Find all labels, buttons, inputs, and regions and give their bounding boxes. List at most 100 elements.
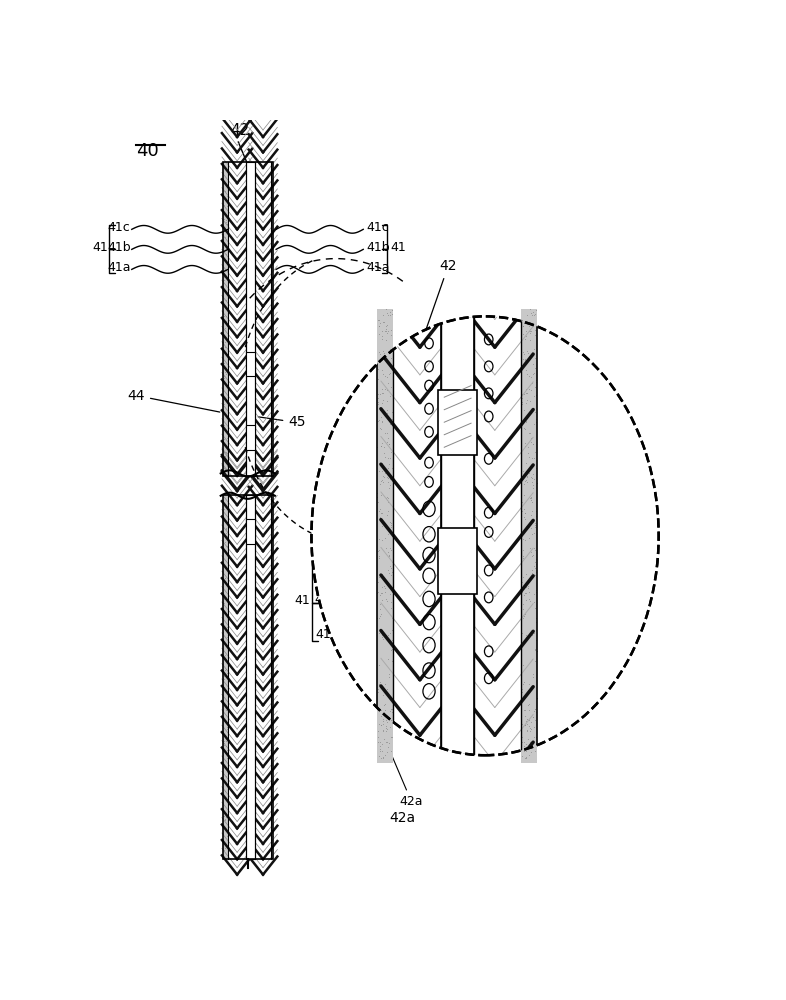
Point (218, 417, 230, 433)
Point (518, 509, 531, 525)
Point (521, 343, 534, 359)
Point (373, 610, 385, 626)
Text: 44: 44 (127, 389, 220, 412)
Point (371, 585, 384, 601)
Point (371, 361, 384, 377)
Point (220, 520, 233, 536)
Point (386, 729, 399, 745)
Point (222, 409, 234, 425)
Point (222, 770, 234, 786)
Point (516, 326, 529, 342)
Point (529, 560, 542, 576)
Point (516, 394, 528, 410)
Point (384, 416, 396, 432)
Point (380, 301, 392, 317)
Point (266, 664, 279, 680)
Point (384, 519, 397, 535)
Point (381, 434, 394, 450)
Point (384, 558, 396, 574)
Point (385, 404, 398, 420)
Point (516, 748, 529, 764)
Point (520, 328, 533, 344)
Point (529, 350, 542, 366)
Point (376, 395, 388, 411)
Point (523, 406, 536, 422)
Point (376, 392, 389, 408)
Point (384, 712, 397, 728)
Point (265, 738, 277, 754)
Point (373, 315, 386, 331)
Point (520, 722, 533, 738)
Point (217, 187, 230, 203)
Point (523, 490, 536, 506)
Point (520, 323, 532, 339)
Text: 41a: 41a (107, 261, 130, 274)
Point (217, 269, 230, 285)
Point (384, 471, 396, 487)
Point (381, 489, 394, 505)
Point (380, 369, 393, 385)
Point (265, 222, 277, 238)
Point (386, 582, 399, 598)
Point (379, 425, 391, 441)
Point (265, 557, 277, 573)
Point (373, 351, 386, 367)
Point (384, 450, 396, 466)
Point (217, 624, 230, 640)
Point (520, 362, 532, 378)
Point (528, 379, 541, 395)
Point (219, 521, 232, 537)
Point (379, 465, 391, 481)
Point (376, 413, 388, 429)
Point (524, 469, 537, 485)
Point (383, 669, 395, 685)
Point (373, 748, 385, 764)
Point (527, 356, 539, 372)
Point (523, 348, 535, 364)
Point (525, 382, 538, 398)
Point (528, 542, 541, 558)
Point (219, 840, 231, 856)
Text: 40: 40 (136, 142, 159, 160)
Point (386, 508, 399, 524)
Point (527, 365, 540, 381)
Point (522, 580, 534, 596)
Point (520, 566, 532, 582)
Point (529, 554, 542, 570)
Point (218, 595, 230, 611)
Point (219, 313, 232, 329)
Point (384, 514, 396, 530)
Point (526, 562, 538, 578)
Point (384, 341, 396, 357)
Point (266, 784, 278, 800)
Point (523, 696, 535, 712)
Point (525, 323, 538, 339)
Point (385, 641, 398, 657)
Point (372, 494, 384, 510)
Point (381, 474, 394, 490)
Point (520, 413, 532, 429)
Point (526, 344, 538, 360)
Point (516, 396, 528, 412)
Point (520, 392, 533, 408)
Point (386, 372, 399, 388)
Point (379, 584, 391, 600)
Point (525, 430, 538, 446)
Bar (271, 495, 273, 859)
Point (524, 425, 537, 441)
Point (377, 631, 390, 647)
Point (378, 697, 391, 713)
Point (266, 778, 279, 794)
Point (386, 460, 399, 476)
Point (217, 244, 230, 260)
Point (374, 351, 387, 367)
Point (515, 361, 527, 377)
Point (523, 465, 535, 481)
Point (527, 525, 540, 541)
Point (521, 445, 534, 461)
Point (531, 690, 543, 706)
Point (520, 585, 532, 601)
Point (374, 420, 387, 436)
Point (266, 816, 279, 832)
Point (525, 402, 538, 418)
